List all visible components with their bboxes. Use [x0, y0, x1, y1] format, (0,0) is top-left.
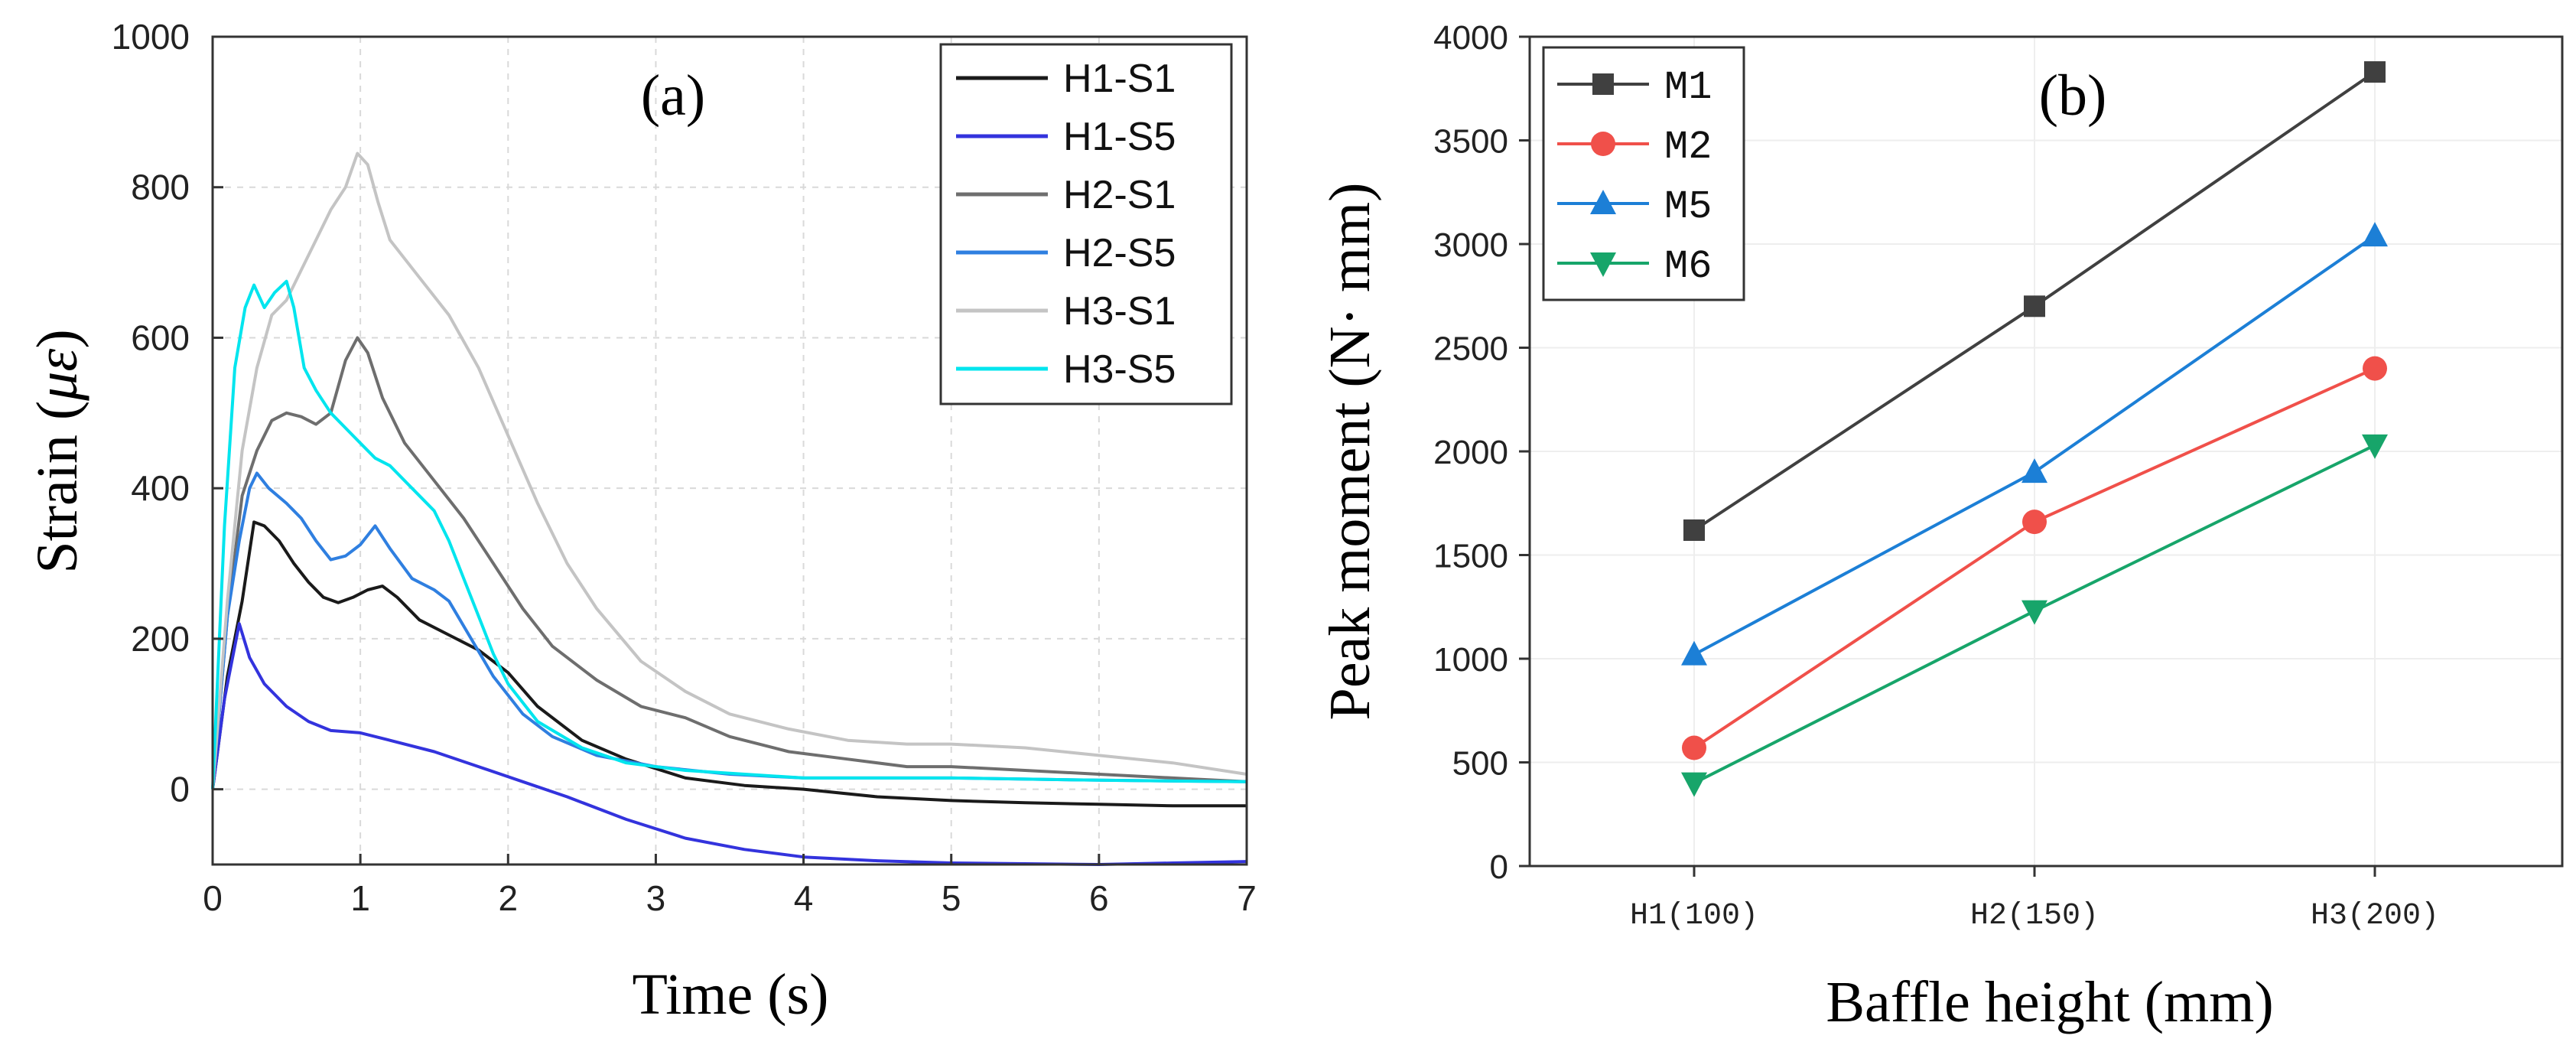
strain-chart: 0 1 2 3 4 5 6 7 0 200 400 600 800 1000 (a) Time (s) S…	[25, 17, 1257, 1027]
strain-chart-y-axis-label: Strain (με)	[25, 329, 89, 573]
legend-label: H1-S1	[1063, 57, 1176, 101]
strain-chart-legend: H1-S1 H1-S5 H2-S1 H2-S5 H3-S1 H3-S5	[939, 43, 1233, 405]
x-tick-label: 4	[794, 878, 814, 918]
y-tick-label: 600	[131, 317, 190, 357]
y-tick-label: 2000	[1433, 434, 1508, 471]
strain-chart-frame	[211, 35, 1248, 866]
data-point-square	[2024, 295, 2045, 317]
legend-label: M6	[1664, 244, 1712, 289]
strain-chart-series	[211, 151, 1247, 866]
y-tick-label: 1000	[112, 17, 190, 57]
data-point-triangle-up	[1590, 190, 1616, 214]
y-tick-label: 4000	[1433, 19, 1508, 57]
strain-chart-y-axis-label-close: )	[25, 329, 89, 348]
peak-moment-chart-series	[1681, 61, 2388, 797]
y-tick-label: 3000	[1433, 226, 1508, 264]
series-line-h1-s5	[211, 622, 1247, 866]
x-tick-label: H1(100)	[1630, 899, 1758, 933]
data-point-triangle-down	[1590, 252, 1616, 277]
x-tick-label: 7	[1237, 878, 1257, 918]
data-point-triangle-up	[2021, 458, 2047, 484]
peak-moment-chart-legend: M1 M2 M5 M6	[1542, 46, 1745, 301]
data-point-circle	[2022, 510, 2047, 535]
strain-chart-x-axis-label: Time (s)	[633, 962, 829, 1027]
legend-label: H1-S5	[1063, 115, 1176, 159]
y-tick-label: 800	[131, 168, 190, 207]
y-tick-label: 1500	[1433, 538, 1508, 575]
legend-label: M5	[1664, 184, 1712, 230]
x-tick-label: H2(150)	[1970, 899, 2099, 933]
strain-chart-y-axis-label-unit: με	[25, 349, 89, 402]
y-tick-label: 400	[131, 468, 190, 508]
x-tick-label: 1	[350, 878, 370, 918]
y-tick-label: 0	[170, 770, 190, 809]
peak-moment-chart-x-axis-label: Baffle height (mm)	[1826, 970, 2273, 1034]
x-tick-label: 6	[1089, 878, 1109, 918]
data-point-square	[2364, 61, 2386, 83]
legend-label: H3-S5	[1063, 347, 1176, 392]
x-tick-label: H3(200)	[2311, 899, 2439, 933]
data-point-triangle-up	[1681, 640, 1707, 666]
legend-label: H3-S1	[1063, 289, 1176, 334]
y-tick-label: 0	[1490, 848, 1508, 886]
series-line-h3-s5	[211, 279, 1247, 790]
y-tick-label: 1000	[1433, 641, 1508, 679]
strain-chart-y-axis-label-text: Strain (	[25, 401, 89, 574]
data-point-circle	[2363, 356, 2387, 381]
data-point-square	[1683, 519, 1705, 541]
data-point-triangle-down	[2362, 434, 2388, 459]
series-line-h2-s1	[211, 336, 1247, 790]
peak-moment-chart-y-axis-label: Peak moment (N· mm)	[1318, 183, 1382, 721]
peak-moment-chart: H1(100) H2(150) H3(200) 0 500 1000 1500 2000 250…	[1318, 19, 2564, 1034]
y-tick-label: 2500	[1433, 331, 1508, 368]
y-tick-label: 3500	[1433, 123, 1508, 161]
peak-moment-chart-panel-label: (b)	[2039, 63, 2107, 128]
strain-chart-ticks: 0 1 2 3 4 5 6 7 0 200 400 600 800 1000	[112, 17, 1257, 918]
data-point-triangle-down	[2021, 600, 2047, 625]
series-line-h1-s1	[211, 520, 1247, 808]
legend-label: M2	[1664, 125, 1712, 170]
x-tick-label: 3	[646, 878, 666, 918]
data-point-triangle-down	[1681, 772, 1707, 797]
y-tick-label: 500	[1452, 745, 1508, 783]
x-tick-label: 5	[942, 878, 961, 918]
legend-label: H2-S5	[1063, 231, 1176, 275]
x-tick-label: 0	[203, 878, 223, 918]
strain-chart-panel-label: (a)	[641, 63, 705, 128]
data-point-circle	[1682, 735, 1706, 760]
legend-box	[939, 43, 1233, 405]
legend-label: H2-S1	[1063, 173, 1176, 217]
legend-box	[1542, 46, 1745, 301]
data-point-triangle-up	[2362, 222, 2388, 247]
x-tick-label: 2	[498, 878, 518, 918]
data-point-circle	[1591, 132, 1615, 156]
legend-label: M1	[1664, 65, 1712, 110]
y-tick-label: 200	[131, 619, 190, 659]
peak-moment-chart-ticks: H1(100) H2(150) H3(200) 0 500 1000 1500 2000 250…	[1433, 19, 2439, 933]
data-point-square	[1592, 73, 1614, 95]
